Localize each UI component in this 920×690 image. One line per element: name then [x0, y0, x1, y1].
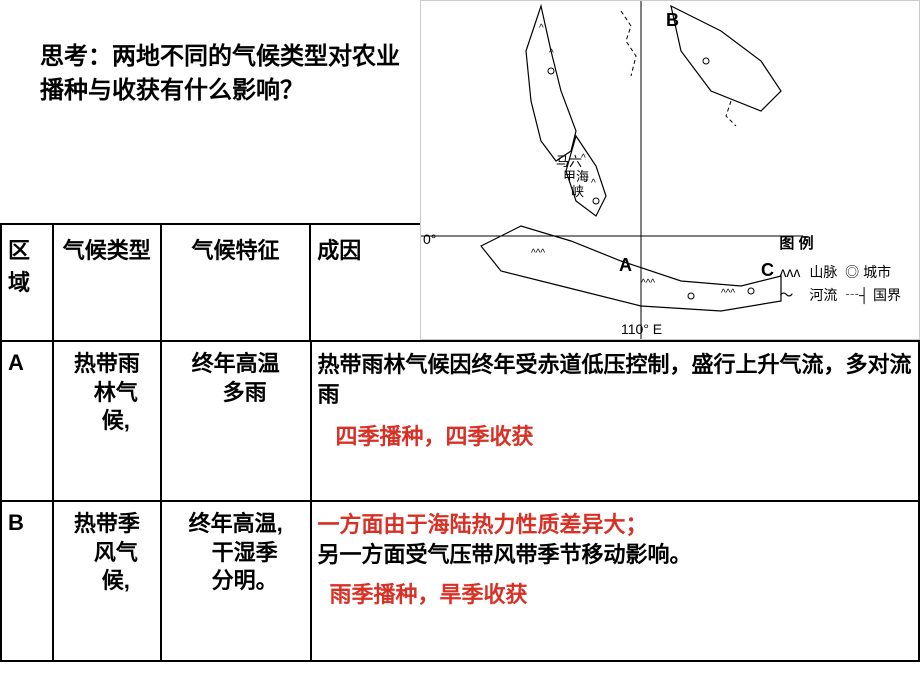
svg-text:马六: 马六 [556, 154, 582, 169]
svg-text:甲海: 甲海 [563, 169, 589, 184]
cell-cause-b: 一方面由于海陆热力性质差异大； 另一方面受气压带风带季节移动影响。 雨季播种，旱… [311, 501, 919, 661]
header-region: 区域 [1, 224, 53, 341]
climate-table-body: A 热带雨 林气 候, 终年高温 多雨 热带雨林气候因终年受赤道低压控制，盛行上… [0, 340, 920, 662]
cause-main-a: 热带雨林气候因终年受赤道低压控制，盛行上升气流，多对流雨 [318, 350, 912, 409]
cell-type-a: 热带雨 林气 候, [53, 341, 161, 501]
legend-city: 城市 [863, 264, 891, 280]
svg-text:^^^: ^^^ [641, 278, 655, 289]
cell-cause-a: 热带雨林气候因终年受赤道低压控制，盛行上升气流，多对流雨 四季播种，四季收获 [311, 341, 919, 501]
legend-border: 国界 [873, 287, 901, 303]
cause-black-b: 另一方面受气压带风带季节移动影响。 [318, 540, 912, 570]
table-row: B 热带季 风气 候, 终年高温, 干湿季 分明。 一方面由于海陆热力性质差异大… [1, 501, 919, 661]
legend-title: 图 例 [779, 231, 901, 257]
cell-char-a: 终年高温 多雨 [161, 341, 311, 501]
legend-row: ～河流 ┄┤ 国界 [779, 284, 901, 308]
map-legend: 图 例 ʌʌʌ山脉 ◎ 城市 ～河流 ┄┤ 国界 [779, 231, 901, 308]
climate-table-header: 区域 气候类型 气候特征 成因 [0, 223, 420, 342]
question-text: 思考：两地不同的气候类型对农业播种与收获有什么影响？ [40, 40, 420, 107]
svg-text:^: ^ [549, 48, 554, 59]
svg-text:^: ^ [591, 178, 596, 189]
legend-mountain: 山脉 [809, 264, 837, 280]
cell-region-b: B [1, 501, 53, 661]
cell-type-b: 热带季 风气 候, [53, 501, 161, 661]
cause-answer-a: 四季播种，四季收获 [318, 419, 912, 451]
latitude-label: 0° [423, 231, 436, 247]
map-figure: ^^ ^^ ^^^^^^^^^ A B C 马六 甲海 峡 0° 110° E … [420, 0, 920, 340]
longitude-label: 110° E [621, 321, 662, 337]
svg-text:B: B [666, 10, 679, 30]
svg-text:^: ^ [539, 23, 544, 34]
svg-text:^^^: ^^^ [721, 288, 735, 299]
header-char: 气候特征 [161, 224, 311, 341]
header-cause: 成因 [310, 224, 420, 341]
svg-text:A: A [619, 255, 632, 275]
table-row: A 热带雨 林气 候, 终年高温 多雨 热带雨林气候因终年受赤道低压控制，盛行上… [1, 341, 919, 501]
svg-text:峡: 峡 [571, 184, 584, 199]
cause-red-b: 一方面由于海陆热力性质差异大； [318, 510, 912, 540]
svg-text:C: C [761, 260, 774, 280]
cell-char-b: 终年高温, 干湿季 分明。 [161, 501, 311, 661]
cell-region-a: A [1, 341, 53, 501]
header-type: 气候类型 [53, 224, 161, 341]
cause-answer-b: 雨季播种，旱季收获 [318, 577, 912, 609]
legend-river: 河流 [809, 287, 837, 303]
legend-row: ʌʌʌ山脉 ◎ 城市 [779, 261, 901, 285]
svg-text:^^^: ^^^ [531, 248, 545, 259]
